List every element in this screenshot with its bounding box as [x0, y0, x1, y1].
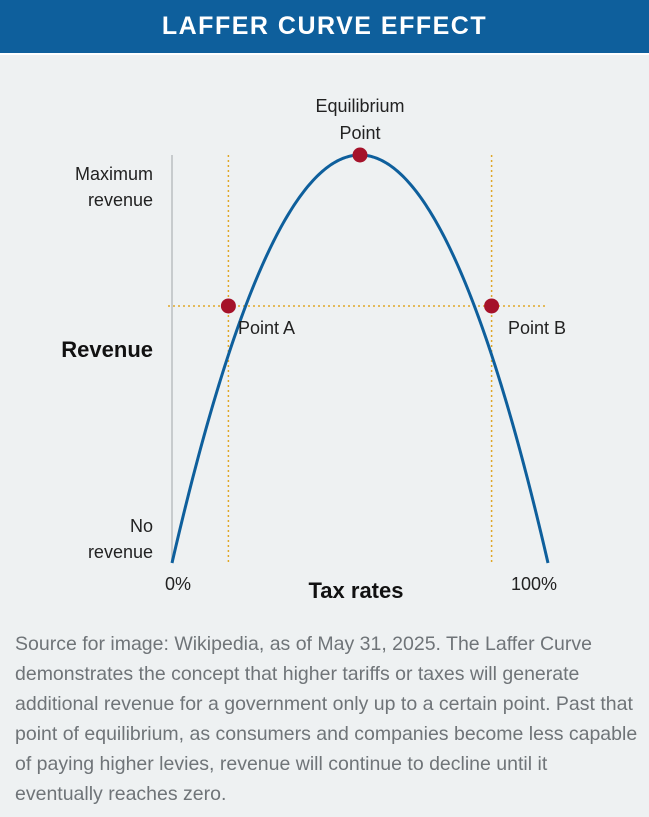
point-b-label: Point B — [508, 318, 566, 338]
y-axis-label: Revenue — [61, 337, 153, 362]
y-tick-max-line2: revenue — [88, 190, 153, 210]
source-caption: Source for image: Wikipedia, as of May 3… — [15, 633, 638, 805]
point-a-marker — [220, 298, 236, 314]
laffer-chart: Equilibrium Point Point A Point B Maximu… — [61, 96, 566, 603]
y-tick-no-line1: No — [130, 516, 153, 536]
y-tick-max-line1: Maximum — [75, 164, 153, 184]
chart-title: LAFFER CURVE EFFECT — [0, 0, 649, 55]
x-tick-0: 0% — [165, 574, 191, 594]
y-tick-no-line2: revenue — [88, 542, 153, 562]
equilibrium-label-line2: Point — [339, 123, 380, 143]
x-axis-label: Tax rates — [309, 578, 404, 603]
point-a-label: Point A — [238, 318, 295, 338]
x-tick-100: 100% — [511, 574, 557, 594]
equilibrium-label-line1: Equilibrium — [315, 96, 404, 116]
point-b-marker — [484, 298, 500, 314]
equilibrium-point-marker — [352, 147, 368, 163]
